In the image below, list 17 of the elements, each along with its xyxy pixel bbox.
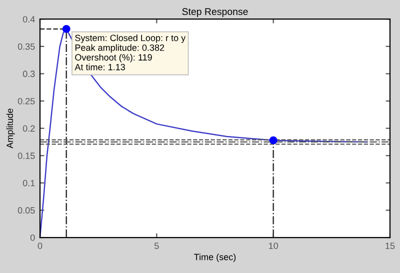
y-tick-label: 0 <box>30 234 35 241</box>
y-tick-label: 0.35 <box>18 43 35 50</box>
x-tick-label: 10 <box>269 242 278 249</box>
y-tick-label: 0.05 <box>18 207 35 214</box>
annotation: System: Closed Loop: r to y Peak amplitude: 0.382 Overshoot (%): 119 At time: 1.13 <box>74 34 186 70</box>
x-tick-label: 0 <box>38 242 42 249</box>
chart-title: Step Response <box>182 8 248 17</box>
y-tick-label: 0.2 <box>22 125 35 132</box>
x-axis-title: Time (sec) <box>194 254 236 262</box>
y-tick-label: 0.15 <box>18 152 35 159</box>
y-tick-label: 0.4 <box>22 16 35 22</box>
x-tick-label: 5 <box>154 242 159 249</box>
y-tick-label: 0.1 <box>22 180 35 186</box>
y-axis-title: Amplitude <box>6 108 15 148</box>
x-tick-label: 15 <box>386 242 395 249</box>
y-tick-label: 0.25 <box>18 98 35 104</box>
y-tick-label: 0.3 <box>22 70 35 78</box>
